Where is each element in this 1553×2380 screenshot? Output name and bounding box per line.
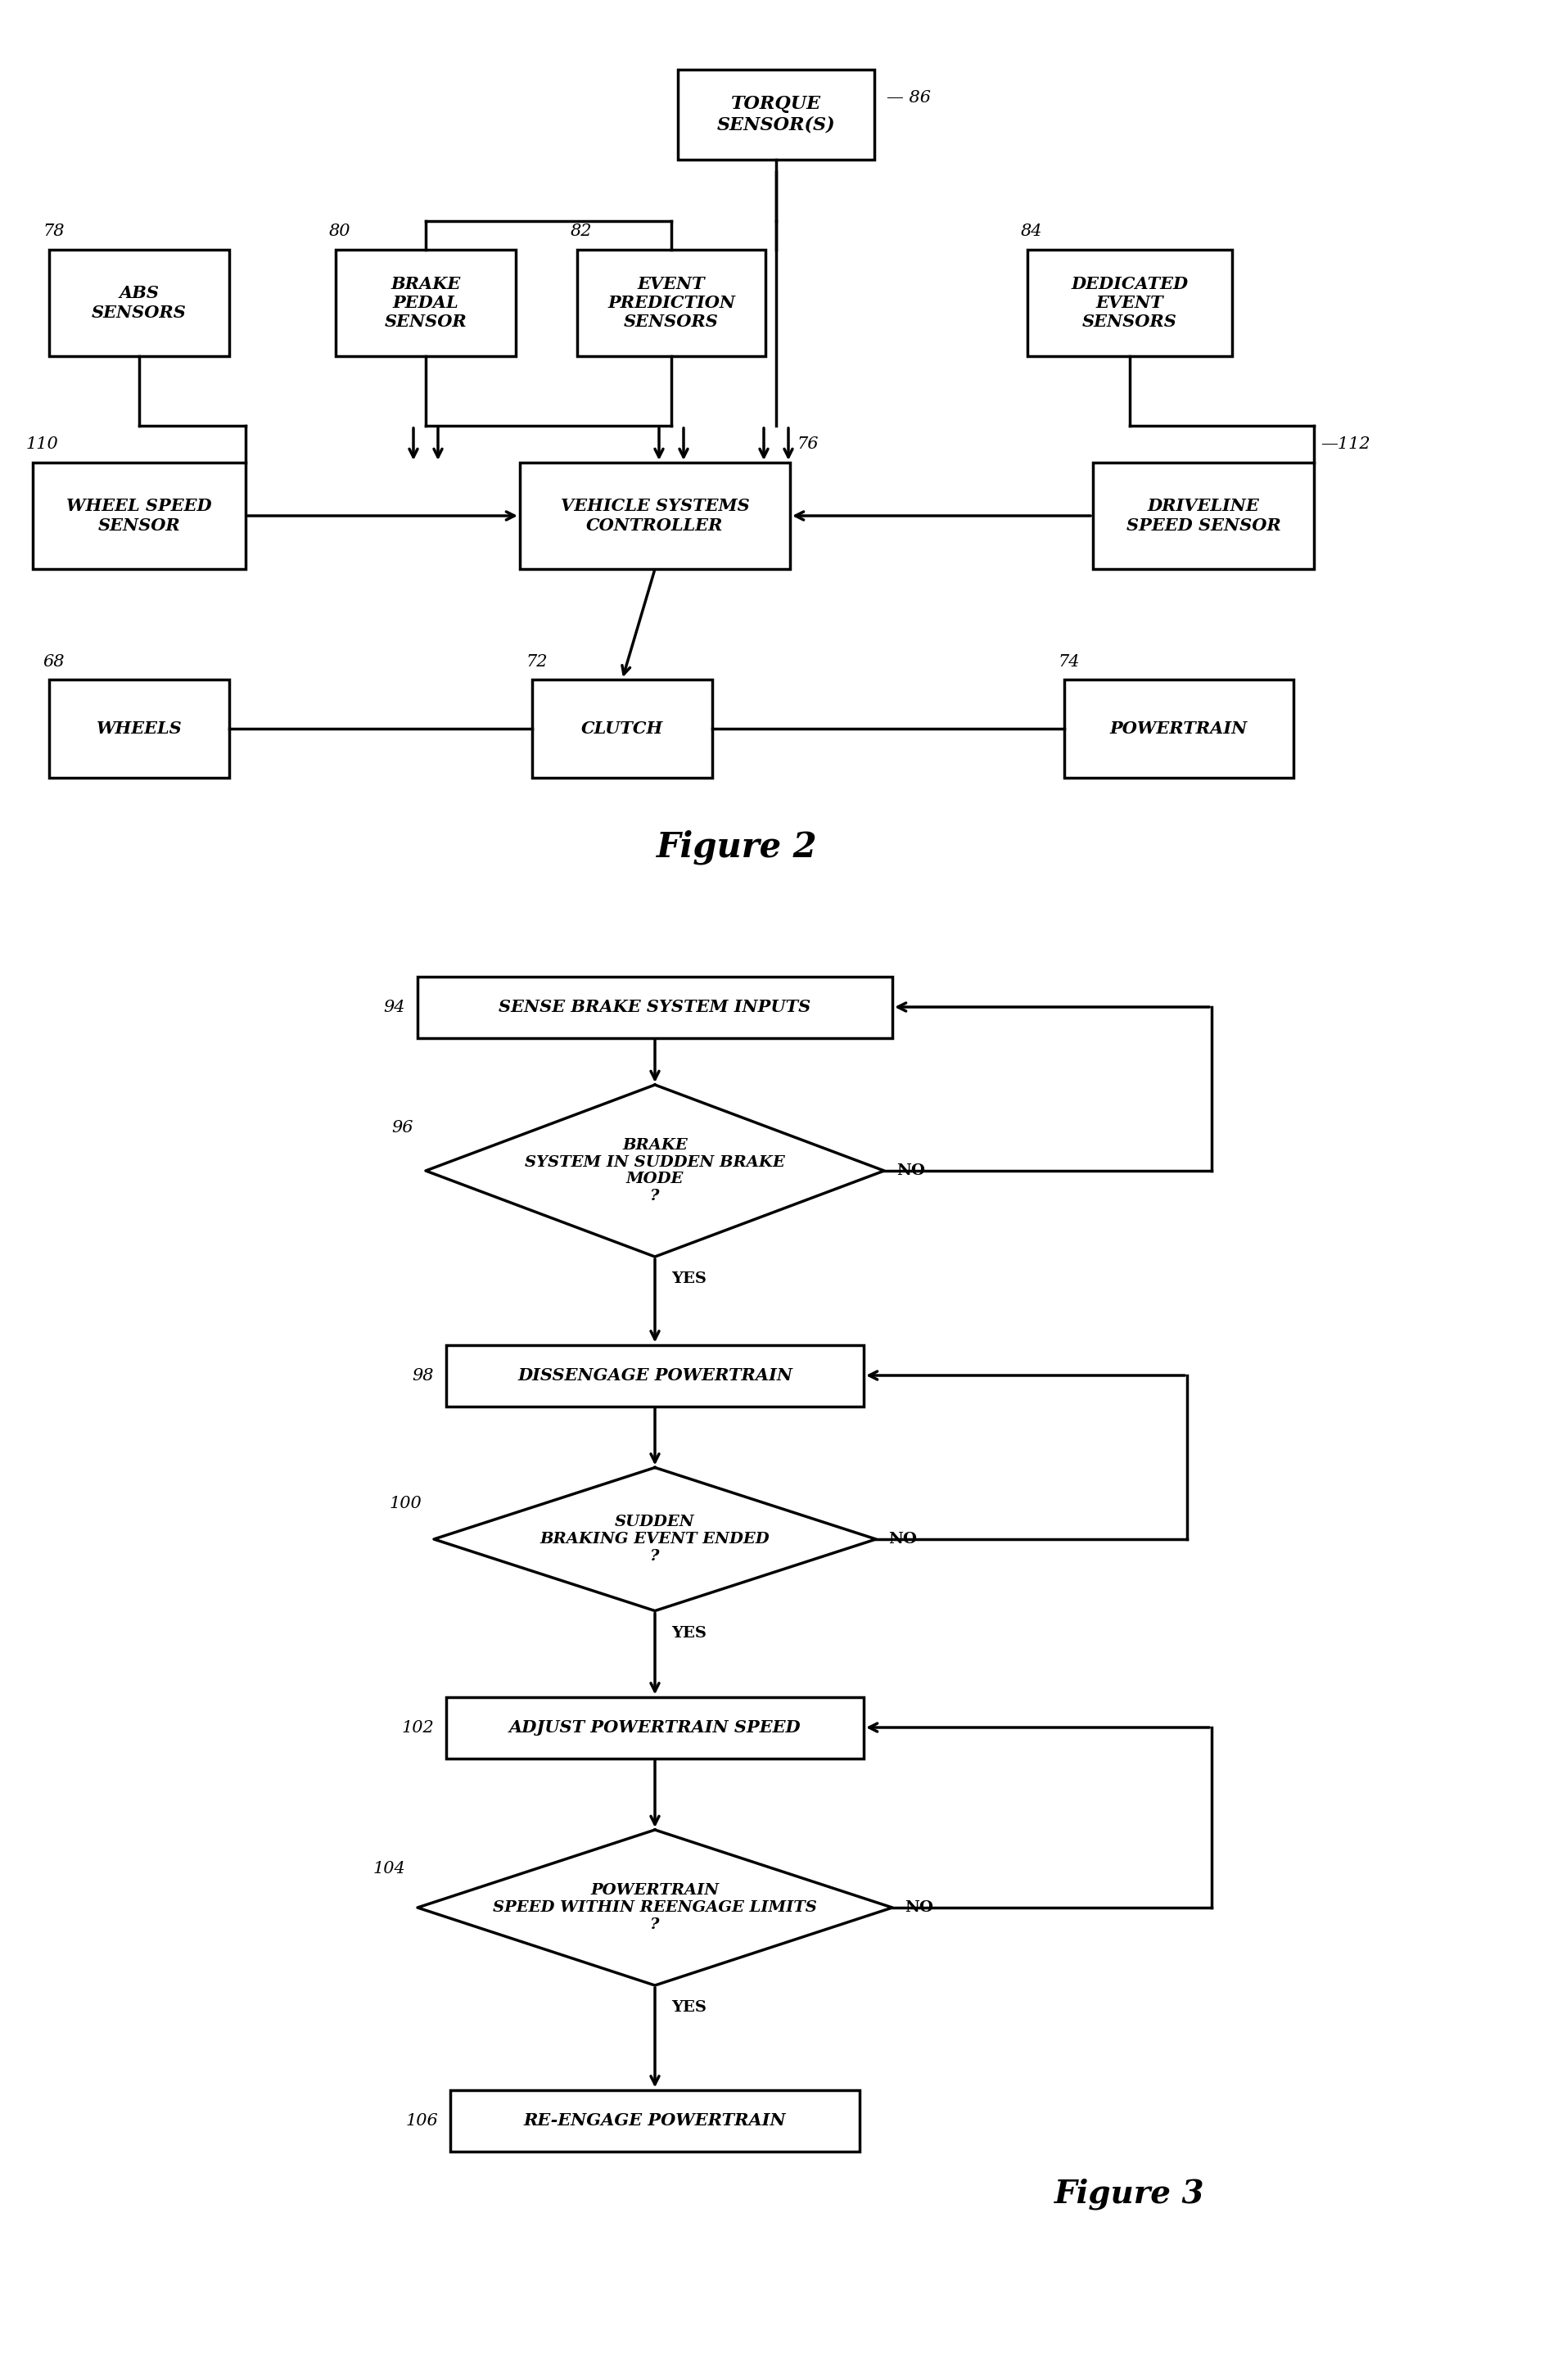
- Text: NO: NO: [888, 1533, 916, 1547]
- Text: POWERTRAIN: POWERTRAIN: [1110, 721, 1247, 738]
- Text: 82: 82: [570, 224, 592, 240]
- Text: NO: NO: [896, 1164, 926, 1178]
- Text: WHEEL SPEED
SENSOR: WHEEL SPEED SENSOR: [67, 497, 211, 533]
- Text: — 86: — 86: [887, 90, 930, 105]
- Text: YES: YES: [671, 1626, 707, 1640]
- Text: 102: 102: [401, 1721, 433, 1735]
- Text: SENSE BRAKE SYSTEM INPUTS: SENSE BRAKE SYSTEM INPUTS: [499, 1000, 811, 1016]
- Text: YES: YES: [671, 1999, 707, 2016]
- Text: —112: —112: [1320, 438, 1370, 452]
- Text: 96: 96: [391, 1121, 413, 1135]
- FancyBboxPatch shape: [533, 681, 713, 778]
- FancyBboxPatch shape: [578, 250, 766, 357]
- Text: 94: 94: [384, 1000, 405, 1014]
- Text: EVENT
PREDICTION
SENSORS: EVENT PREDICTION SENSORS: [607, 276, 735, 331]
- Text: TORQUE
SENSOR(S): TORQUE SENSOR(S): [717, 95, 836, 133]
- FancyBboxPatch shape: [50, 681, 230, 778]
- FancyBboxPatch shape: [335, 250, 516, 357]
- FancyBboxPatch shape: [450, 2090, 860, 2152]
- Text: SUDDEN
BRAKING EVENT ENDED
?: SUDDEN BRAKING EVENT ENDED ?: [540, 1514, 770, 1564]
- Text: 104: 104: [373, 1861, 405, 1875]
- Text: 74: 74: [1058, 654, 1079, 669]
- FancyBboxPatch shape: [446, 1697, 863, 1759]
- FancyBboxPatch shape: [520, 462, 790, 569]
- Text: WHEELS: WHEELS: [96, 721, 182, 738]
- Polygon shape: [418, 1830, 893, 1985]
- Text: 106: 106: [405, 2113, 438, 2128]
- Text: ADJUST POWERTRAIN SPEED: ADJUST POWERTRAIN SPEED: [509, 1718, 801, 1735]
- Text: DRIVELINE
SPEED SENSOR: DRIVELINE SPEED SENSOR: [1126, 497, 1281, 533]
- Text: 78: 78: [42, 224, 64, 240]
- Text: BRAKE
PEDAL
SENSOR: BRAKE PEDAL SENSOR: [385, 276, 467, 331]
- FancyBboxPatch shape: [446, 1345, 863, 1407]
- Polygon shape: [426, 1085, 884, 1257]
- Text: 80: 80: [329, 224, 351, 240]
- Text: VEHICLE SYSTEMS
CONTROLLER: VEHICLE SYSTEMS CONTROLLER: [561, 497, 750, 533]
- Text: Figure 3: Figure 3: [1054, 2178, 1205, 2211]
- FancyBboxPatch shape: [33, 462, 245, 569]
- FancyBboxPatch shape: [677, 69, 874, 159]
- Text: 68: 68: [42, 654, 64, 669]
- Text: 110: 110: [26, 438, 59, 452]
- FancyBboxPatch shape: [1028, 250, 1232, 357]
- Text: 76: 76: [797, 438, 818, 452]
- Text: 72: 72: [525, 654, 547, 669]
- FancyBboxPatch shape: [1093, 462, 1314, 569]
- Text: CLUTCH: CLUTCH: [581, 721, 663, 738]
- Polygon shape: [433, 1468, 876, 1611]
- Text: YES: YES: [671, 1271, 707, 1285]
- FancyBboxPatch shape: [50, 250, 230, 357]
- Text: 84: 84: [1020, 224, 1042, 240]
- Text: BRAKE
SYSTEM IN SUDDEN BRAKE
MODE
?: BRAKE SYSTEM IN SUDDEN BRAKE MODE ?: [525, 1138, 784, 1204]
- Text: 98: 98: [412, 1368, 433, 1383]
- Text: 100: 100: [390, 1495, 421, 1511]
- Text: ABS
SENSORS: ABS SENSORS: [92, 286, 186, 321]
- Text: RE-ENGAGE POWERTRAIN: RE-ENGAGE POWERTRAIN: [523, 2113, 786, 2128]
- FancyBboxPatch shape: [1064, 681, 1294, 778]
- FancyBboxPatch shape: [418, 976, 893, 1038]
- Text: DISSENGAGE POWERTRAIN: DISSENGAGE POWERTRAIN: [517, 1366, 792, 1383]
- Text: DEDICATED
EVENT
SENSORS: DEDICATED EVENT SENSORS: [1072, 276, 1188, 331]
- Text: POWERTRAIN
SPEED WITHIN REENGAGE LIMITS
?: POWERTRAIN SPEED WITHIN REENGAGE LIMITS …: [492, 1883, 817, 1933]
- Text: Figure 2: Figure 2: [657, 831, 817, 864]
- Text: NO: NO: [904, 1899, 933, 1916]
